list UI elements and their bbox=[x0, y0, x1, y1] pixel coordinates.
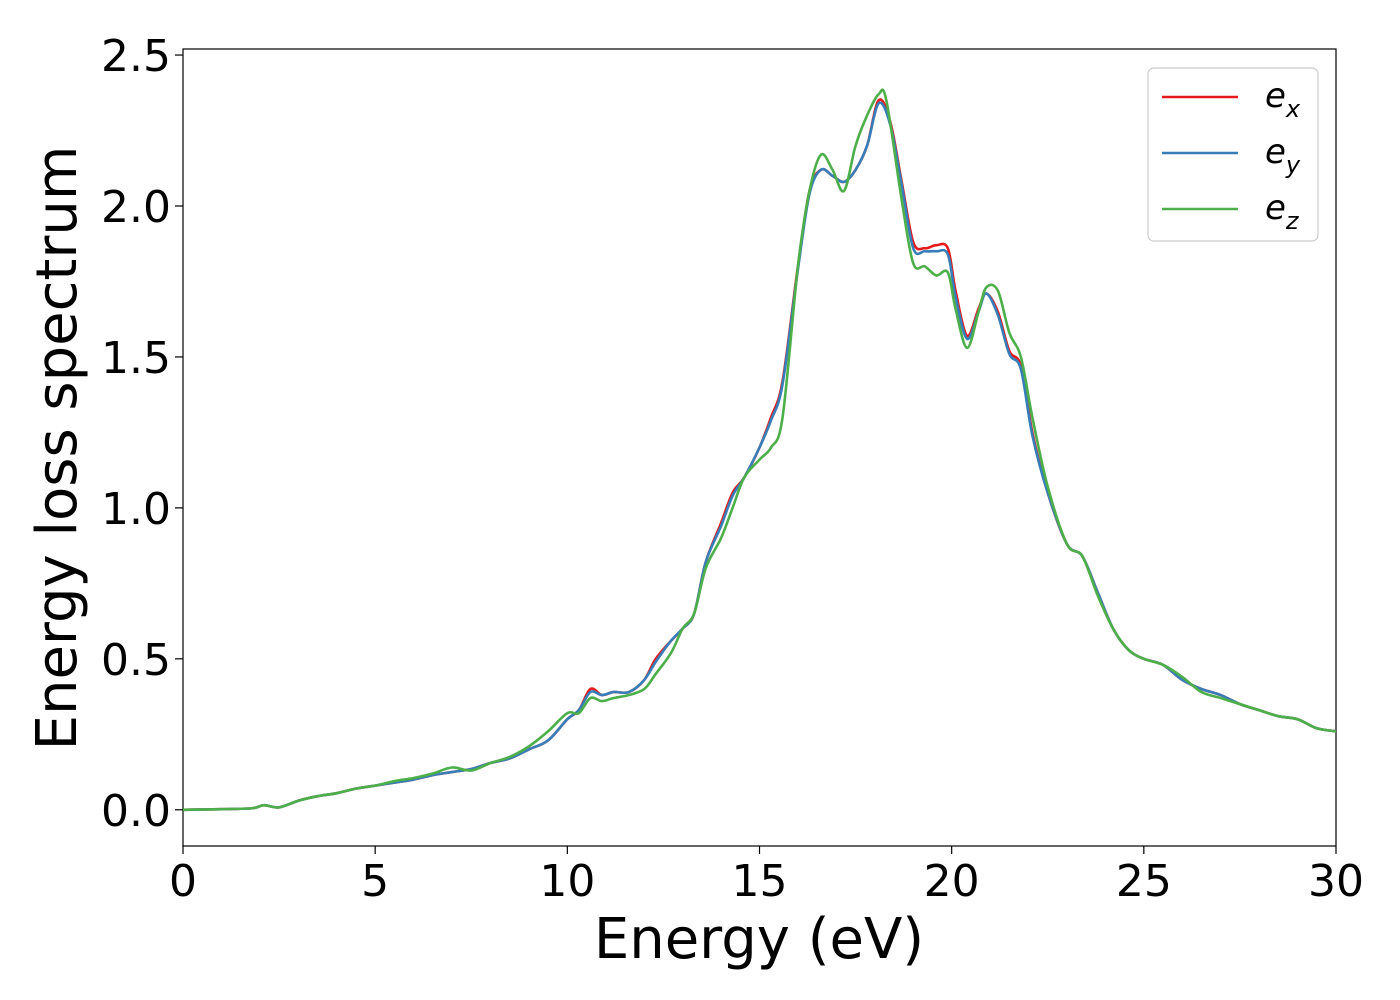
y-tick-label: 0.0 bbox=[101, 786, 171, 837]
legend-label-x: ex bbox=[1265, 76, 1301, 123]
legend-label-y: ey bbox=[1265, 132, 1301, 179]
x-axis: 0 5 10 15 20 25 30 bbox=[169, 846, 1364, 907]
x-tick-label: 0 bbox=[169, 856, 197, 907]
legend-label-z: ez bbox=[1265, 188, 1300, 235]
y-axis: 0.0 0.5 1.0 1.5 2.0 2.5 bbox=[101, 31, 183, 837]
y-tick-label: 0.5 bbox=[101, 635, 171, 686]
x-tick-label: 20 bbox=[924, 856, 980, 907]
series-line-z bbox=[183, 88, 1336, 812]
legend-label-base: e bbox=[1265, 132, 1286, 172]
x-tick-label: 15 bbox=[732, 856, 788, 907]
legend-label-subscript: y bbox=[1285, 151, 1301, 179]
x-tick-label: 25 bbox=[1116, 856, 1172, 907]
y-axis-label: Energy loss spectrum bbox=[25, 146, 90, 751]
legend-label-subscript: x bbox=[1285, 95, 1301, 123]
legend-box bbox=[1147, 67, 1319, 242]
legend-label-subscript: z bbox=[1285, 207, 1300, 235]
legend-label-base: e bbox=[1265, 76, 1286, 116]
y-tick-label: 1.0 bbox=[101, 484, 171, 535]
y-tick-label: 2.5 bbox=[101, 31, 171, 82]
series-layer bbox=[183, 88, 1336, 812]
x-tick-label: 10 bbox=[539, 856, 595, 907]
legend-label-base: e bbox=[1265, 188, 1286, 228]
x-tick-label: 5 bbox=[361, 856, 389, 907]
y-tick-label: 1.5 bbox=[101, 333, 171, 384]
x-tick-label: 30 bbox=[1308, 856, 1364, 907]
y-tick-label: 2.0 bbox=[101, 182, 171, 233]
x-axis-label: Energy (eV) bbox=[594, 907, 924, 972]
